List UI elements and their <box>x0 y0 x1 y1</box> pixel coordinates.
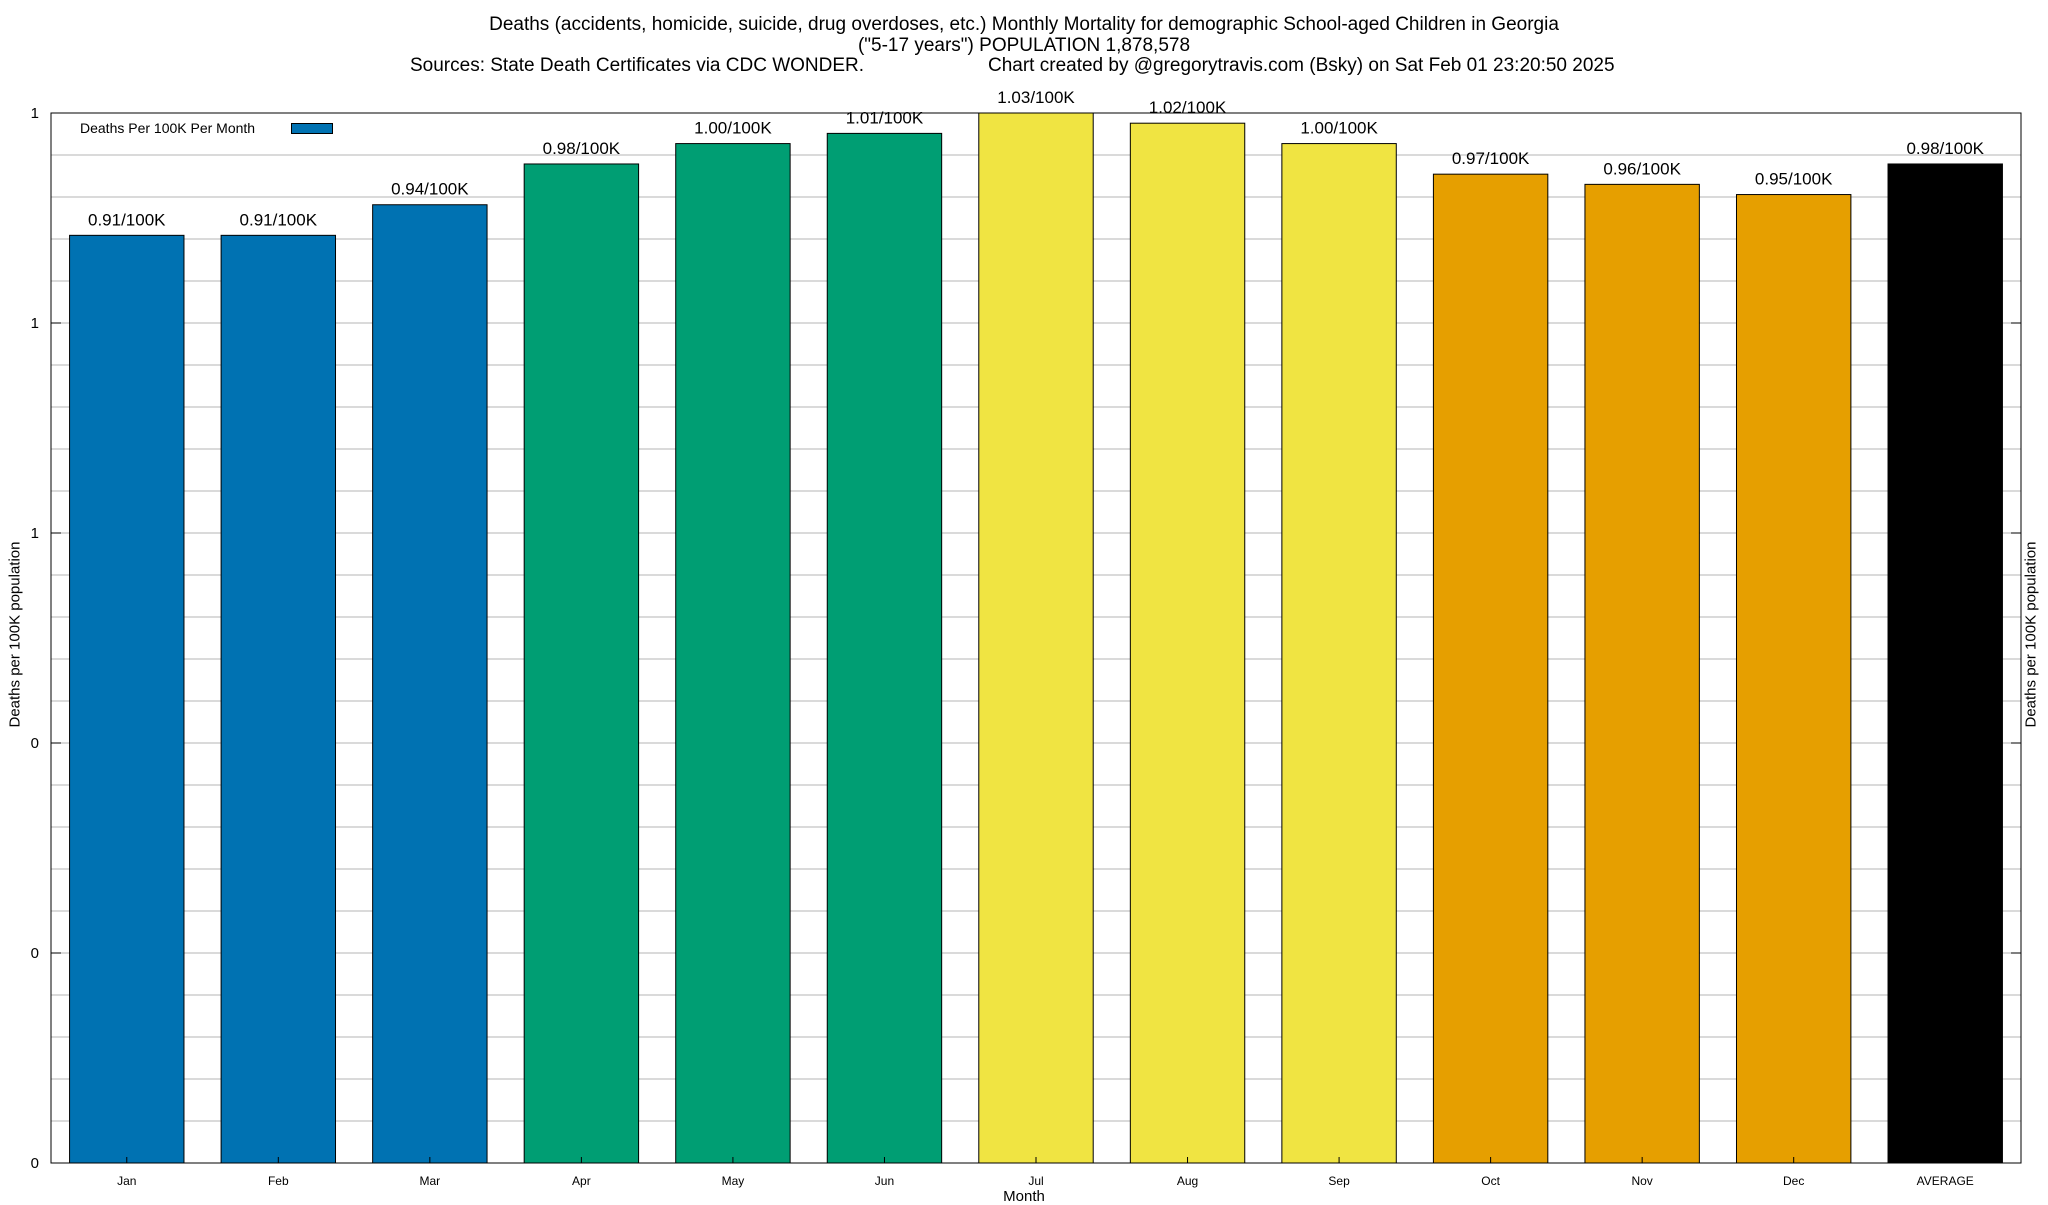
bar <box>675 143 791 1164</box>
bar <box>69 234 185 1164</box>
x-tick-label: Mar <box>420 1174 441 1188</box>
x-tick-label: Feb <box>268 1174 289 1188</box>
y-tick-label: 1 <box>31 315 39 332</box>
x-tick-label: Sep <box>1328 1174 1350 1188</box>
data-label: 0.94/100K <box>391 180 469 199</box>
bar <box>978 112 1094 1164</box>
y-axis-label: Deaths per 100K population <box>6 541 24 728</box>
bar <box>1129 122 1246 1164</box>
chart-credit: Chart created by @gregorytravis.com (Bsk… <box>988 55 1615 76</box>
x-tick-label: Nov <box>1631 1174 1652 1188</box>
x-tick-label: Jan <box>117 1174 136 1188</box>
y-tick-label: 0 <box>31 735 39 752</box>
x-tick-label: Dec <box>1783 1174 1804 1188</box>
y2-axis-label: Deaths per 100K population <box>2022 541 2040 728</box>
bar <box>372 204 488 1164</box>
chart-title: Deaths (accidents, homicide, suicide, dr… <box>489 14 1559 35</box>
data-label: 1.03/100K <box>997 88 1075 107</box>
legend-box <box>70 116 342 138</box>
x-tick-label: Aug <box>1177 1174 1198 1188</box>
y-tick-label: 1 <box>31 525 39 542</box>
data-label: 1.01/100K <box>846 108 924 127</box>
bar <box>1281 143 1397 1164</box>
y-tick-label: 1 <box>31 105 39 122</box>
bar <box>523 163 640 1164</box>
data-label: 0.98/100K <box>543 139 621 158</box>
plot-frame <box>50 112 2022 1164</box>
data-label: 0.98/100K <box>1906 139 1984 158</box>
y-tick-label: 0 <box>31 1155 39 1172</box>
data-label: 1.02/100K <box>1149 98 1227 117</box>
bar <box>1887 163 2003 1164</box>
x-axis-label: Month <box>1003 1188 1045 1205</box>
x-tick-label: May <box>722 1174 745 1188</box>
legend-label: Deaths Per 100K Per Month <box>80 120 256 136</box>
x-tick-label: Jun <box>875 1174 894 1188</box>
x-tick-label: Oct <box>1481 1174 1500 1188</box>
chart-subtitle: ("5-17 years") POPULATION 1,878,578 <box>857 35 1191 56</box>
data-label: 0.91/100K <box>240 210 318 229</box>
bar <box>220 234 337 1164</box>
bar <box>1735 194 1852 1164</box>
data-label: 0.91/100K <box>88 210 166 229</box>
legend-swatch <box>291 123 333 134</box>
x-tick-label: Apr <box>572 1174 591 1188</box>
bar <box>1584 183 1700 1164</box>
data-label: 1.00/100K <box>694 119 772 138</box>
bar <box>1432 173 1549 1164</box>
bar <box>826 132 943 1164</box>
data-label: 0.97/100K <box>1452 149 1530 168</box>
data-label: 1.00/100K <box>1300 119 1378 138</box>
x-tick-label: Jul <box>1028 1174 1043 1188</box>
x-tick-label: AVERAGE <box>1917 1174 1974 1188</box>
data-label: 0.96/100K <box>1603 159 1681 178</box>
data-label: 0.95/100K <box>1755 170 1833 189</box>
chart-sources: Sources: State Death Certificates via CD… <box>410 55 865 76</box>
y-tick-label: 0 <box>31 945 39 962</box>
